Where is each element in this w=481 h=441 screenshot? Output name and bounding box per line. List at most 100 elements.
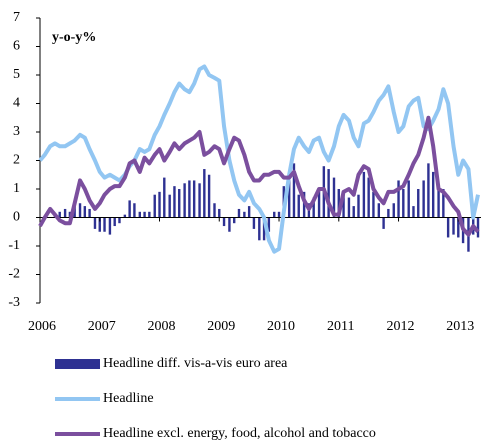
y-tick-label: 4 (13, 96, 20, 111)
bar (252, 217, 256, 229)
y-tick-label: 2 (13, 153, 20, 168)
line (38, 64, 480, 254)
y-tick-label: -2 (8, 267, 20, 282)
bar (273, 211, 276, 218)
bar (218, 208, 221, 218)
bar (382, 217, 385, 229)
y-tick-label: -1 (8, 238, 20, 253)
bar (222, 217, 226, 227)
bar (457, 217, 460, 238)
bar (58, 211, 61, 218)
bar (367, 177, 370, 218)
bar (243, 211, 246, 218)
bar (213, 203, 216, 218)
bar (163, 177, 166, 218)
bar (431, 171, 435, 218)
bar (188, 180, 191, 218)
x-tick-label: 2012 (387, 319, 415, 334)
bar (148, 211, 151, 218)
x-tick-label: 2006 (28, 319, 56, 334)
bar (407, 180, 410, 218)
bar (113, 217, 116, 227)
bar (427, 163, 430, 218)
bar (332, 177, 336, 218)
bar (302, 191, 306, 218)
bar (183, 183, 186, 218)
bar (247, 206, 251, 218)
bar (228, 217, 231, 232)
bar (93, 217, 97, 229)
x-tick-label: 2010 (267, 319, 295, 334)
bar (133, 203, 136, 218)
bar (173, 186, 176, 218)
bar (233, 217, 236, 224)
bar (362, 171, 366, 218)
bar (442, 189, 445, 218)
bar (103, 217, 106, 232)
bar (392, 203, 395, 218)
legend-label: Headline excl. energy, food, alcohol and… (103, 426, 376, 441)
bar (417, 189, 420, 218)
bar (198, 183, 201, 218)
bar (287, 171, 291, 218)
bar (446, 217, 450, 238)
bar (203, 169, 206, 218)
bar (312, 197, 315, 218)
bar (387, 208, 390, 218)
bar (402, 189, 405, 218)
x-tick-label: 2007 (88, 319, 116, 334)
x-tick-label: 2011 (327, 319, 354, 334)
y-tick-label: 0 (13, 210, 20, 225)
bar (143, 211, 146, 218)
bar (178, 189, 181, 218)
bar (412, 206, 415, 218)
bar (88, 208, 91, 218)
bar (63, 208, 67, 218)
bar (267, 217, 271, 232)
legend-label: Headline diff. vis-a-vis euro area (103, 356, 288, 371)
bar (317, 189, 321, 218)
bar (138, 211, 141, 218)
bar (207, 174, 211, 218)
bar (123, 214, 127, 218)
line (38, 115, 480, 237)
bar (83, 206, 87, 218)
bar (327, 169, 330, 218)
y-tick-label: 3 (13, 124, 20, 139)
x-tick-label: 2008 (148, 319, 176, 334)
bar (168, 194, 171, 218)
bar (258, 217, 261, 241)
bar (237, 208, 241, 218)
bar (98, 217, 101, 232)
bar (292, 163, 296, 218)
bar (476, 217, 480, 238)
x-tick-label: 2013 (446, 319, 474, 334)
bar (262, 217, 266, 241)
bar (158, 191, 161, 218)
bar (192, 180, 196, 218)
y-axis-label: y-o-y% (52, 30, 96, 45)
bar (422, 180, 425, 218)
bar (357, 194, 360, 218)
bar (337, 189, 340, 218)
bar (78, 203, 82, 218)
bar (277, 211, 281, 218)
bar (342, 191, 345, 218)
y-tick-label: -3 (8, 295, 20, 310)
y-tick-label: 5 (13, 67, 20, 82)
bar (452, 217, 455, 235)
bar (377, 203, 381, 218)
bar (352, 206, 355, 218)
bar (437, 189, 440, 218)
bar (347, 197, 351, 218)
legend-label: Headline (103, 391, 154, 406)
bar (108, 217, 112, 235)
bar (297, 194, 300, 218)
y-tick-label: 1 (13, 181, 20, 196)
bar (128, 200, 131, 218)
bar (397, 180, 400, 218)
y-tick-label: 7 (13, 10, 20, 25)
bar (153, 194, 156, 218)
